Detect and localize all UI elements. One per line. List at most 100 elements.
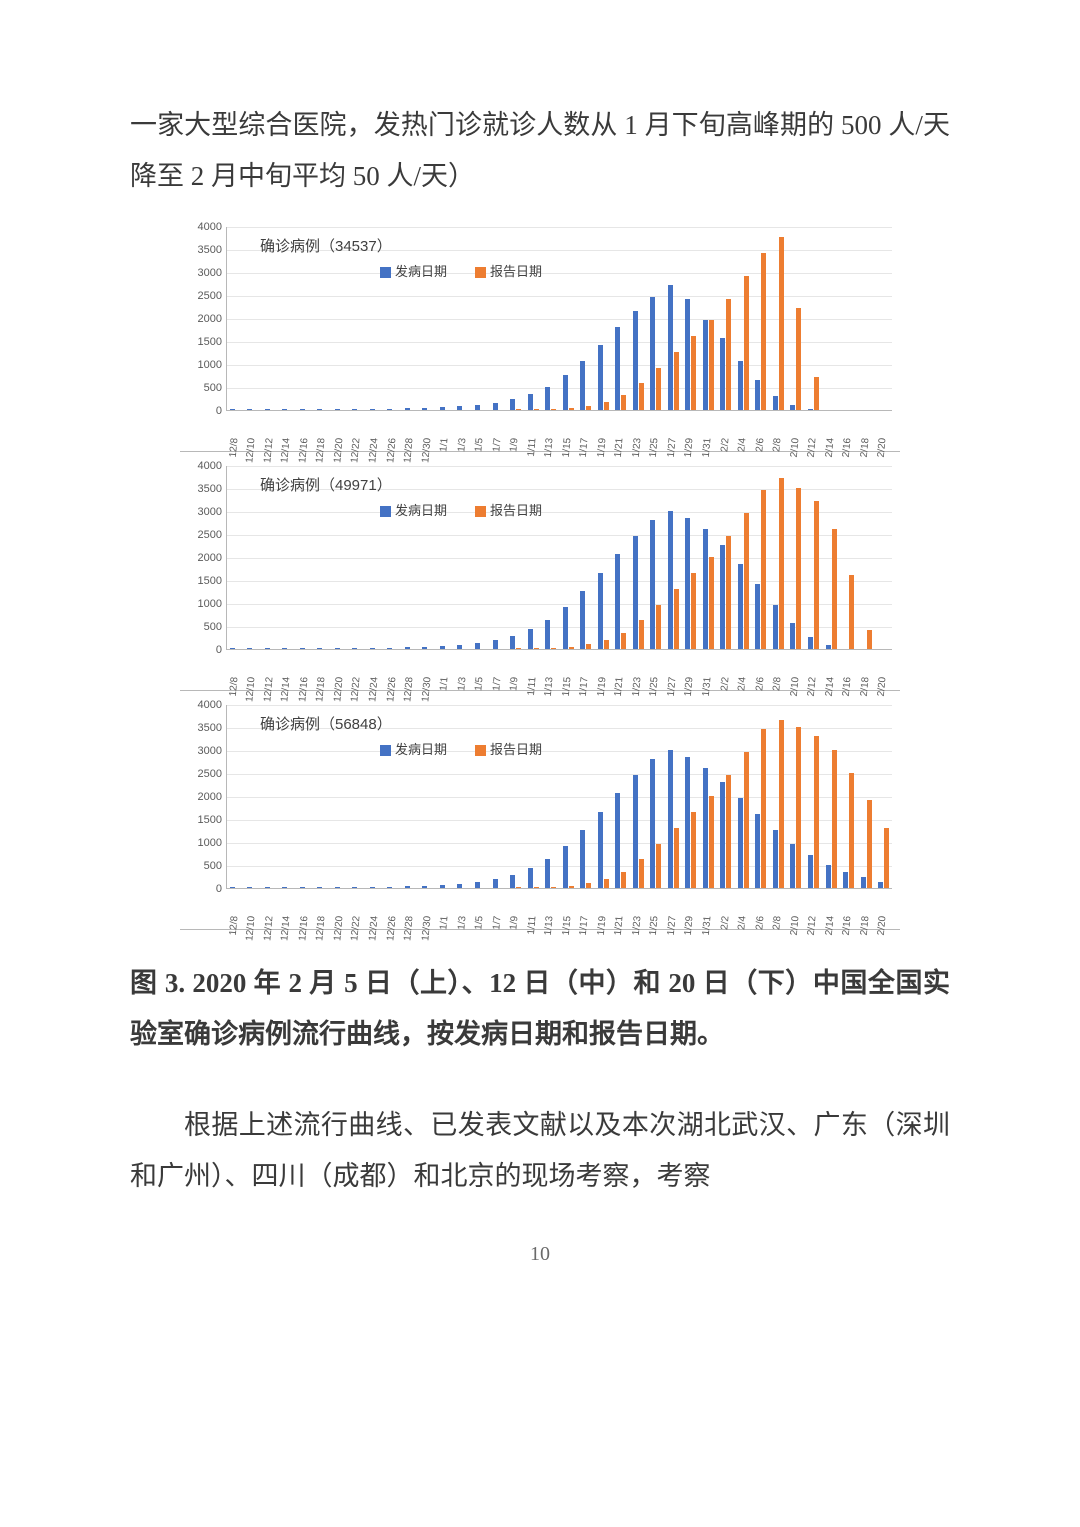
x-tick-label: 12/8 xyxy=(228,676,241,696)
bar-report xyxy=(814,736,819,888)
bar-onset xyxy=(790,405,795,410)
x-tick-label: 1/23 xyxy=(631,437,644,457)
y-tick-label: 1000 xyxy=(180,359,222,371)
bar-onset xyxy=(720,782,725,888)
y-tick-label: 2000 xyxy=(180,313,222,325)
x-tick-label: 1/15 xyxy=(561,676,574,696)
figure-3: 0500100015002000250030003500400012/812/1… xyxy=(180,221,900,930)
bar-onset xyxy=(755,584,760,648)
x-tick-label: 1/23 xyxy=(631,915,644,935)
bar-report xyxy=(656,605,661,649)
bar-onset xyxy=(387,648,392,649)
x-tick-label: 1/1 xyxy=(438,915,450,930)
x-tick-label: 1/3 xyxy=(456,915,468,930)
x-tick-label: 2/2 xyxy=(719,437,731,452)
y-tick-label: 2500 xyxy=(180,290,222,302)
bar-report xyxy=(639,383,644,410)
bar-onset xyxy=(422,647,427,649)
bar-report xyxy=(551,409,556,410)
bar-onset xyxy=(422,886,427,888)
x-tick-label: 12/26 xyxy=(385,915,398,941)
bar-report xyxy=(814,501,819,648)
x-tick-label: 1/29 xyxy=(683,915,696,935)
x-tick-label: 2/14 xyxy=(823,676,836,696)
y-tick-label: 1500 xyxy=(180,814,222,826)
bar-onset xyxy=(528,394,533,409)
x-tick-label: 2/2 xyxy=(719,915,731,930)
x-tick-label: 2/6 xyxy=(754,676,766,691)
bar-report xyxy=(604,402,609,409)
y-tick-label: 1500 xyxy=(180,575,222,587)
bar-report xyxy=(586,406,591,410)
x-tick-label: 12/30 xyxy=(420,915,433,941)
bar-onset xyxy=(387,409,392,410)
bar-onset xyxy=(475,882,480,888)
bar-onset xyxy=(457,645,462,649)
bar-onset xyxy=(422,408,427,410)
bar-report xyxy=(796,488,801,649)
x-tick-label: 1/21 xyxy=(613,676,626,696)
bar-onset xyxy=(493,879,498,887)
bar-onset xyxy=(633,311,638,410)
bar-report xyxy=(726,299,731,409)
bar-onset xyxy=(633,536,638,649)
y-tick-label: 3500 xyxy=(180,483,222,495)
bar-onset xyxy=(493,640,498,648)
x-tick-label: 2/4 xyxy=(736,676,748,691)
x-tick-label: 2/14 xyxy=(823,437,836,457)
x-tick-label: 1/5 xyxy=(473,915,485,930)
bar-report xyxy=(867,630,872,648)
bar-onset xyxy=(668,285,673,409)
x-tick-label: 1/25 xyxy=(648,915,661,935)
chart-panel-bottom: 0500100015002000250030003500400012/812/1… xyxy=(180,699,900,930)
bar-report xyxy=(674,352,679,410)
bar-onset xyxy=(563,607,568,648)
x-tick-label: 2/2 xyxy=(719,676,731,691)
bar-report xyxy=(709,320,714,410)
bar-onset xyxy=(703,529,708,649)
bar-onset xyxy=(387,887,392,888)
x-tick-label: 2/4 xyxy=(736,437,748,452)
y-tick-label: 500 xyxy=(180,621,222,633)
bar-report xyxy=(569,886,574,888)
bar-report xyxy=(621,872,626,888)
bar-report xyxy=(674,589,679,649)
bar-report xyxy=(709,796,714,888)
x-tick-label: 12/18 xyxy=(315,915,328,941)
bar-onset xyxy=(685,518,690,649)
x-tick-label: 1/13 xyxy=(543,915,556,935)
bar-report xyxy=(691,812,696,888)
bar-onset xyxy=(352,648,357,649)
bar-onset xyxy=(475,405,480,410)
y-tick-label: 0 xyxy=(180,644,222,656)
bar-onset xyxy=(738,361,743,409)
bar-report xyxy=(726,775,731,888)
bar-report xyxy=(604,879,609,887)
bar-onset xyxy=(510,636,515,649)
x-tick-label: 2/16 xyxy=(841,676,854,696)
bar-report xyxy=(569,408,574,410)
bar-onset xyxy=(598,812,603,888)
bar-onset xyxy=(826,645,831,649)
bar-onset xyxy=(563,375,568,410)
y-tick-label: 500 xyxy=(180,382,222,394)
bar-onset xyxy=(545,620,550,649)
bar-report xyxy=(796,308,801,409)
bar-onset xyxy=(685,299,690,409)
bar-report xyxy=(691,573,696,649)
bar-onset xyxy=(720,338,725,409)
y-tick-label: 4000 xyxy=(180,699,222,711)
chart-legend: 发病日期报告日期 xyxy=(380,500,570,519)
bar-onset xyxy=(720,545,725,649)
x-tick-label: 2/12 xyxy=(806,915,819,935)
bar-report xyxy=(744,513,749,649)
bar-report xyxy=(779,237,784,410)
x-tick-label: 1/31 xyxy=(701,437,714,457)
x-tick-label: 1/13 xyxy=(543,676,556,696)
bar-onset xyxy=(475,643,480,649)
bar-onset xyxy=(352,409,357,410)
bar-onset xyxy=(861,877,866,887)
bar-report xyxy=(604,640,609,648)
x-tick-label: 1/27 xyxy=(666,676,679,696)
bar-report xyxy=(639,620,644,649)
